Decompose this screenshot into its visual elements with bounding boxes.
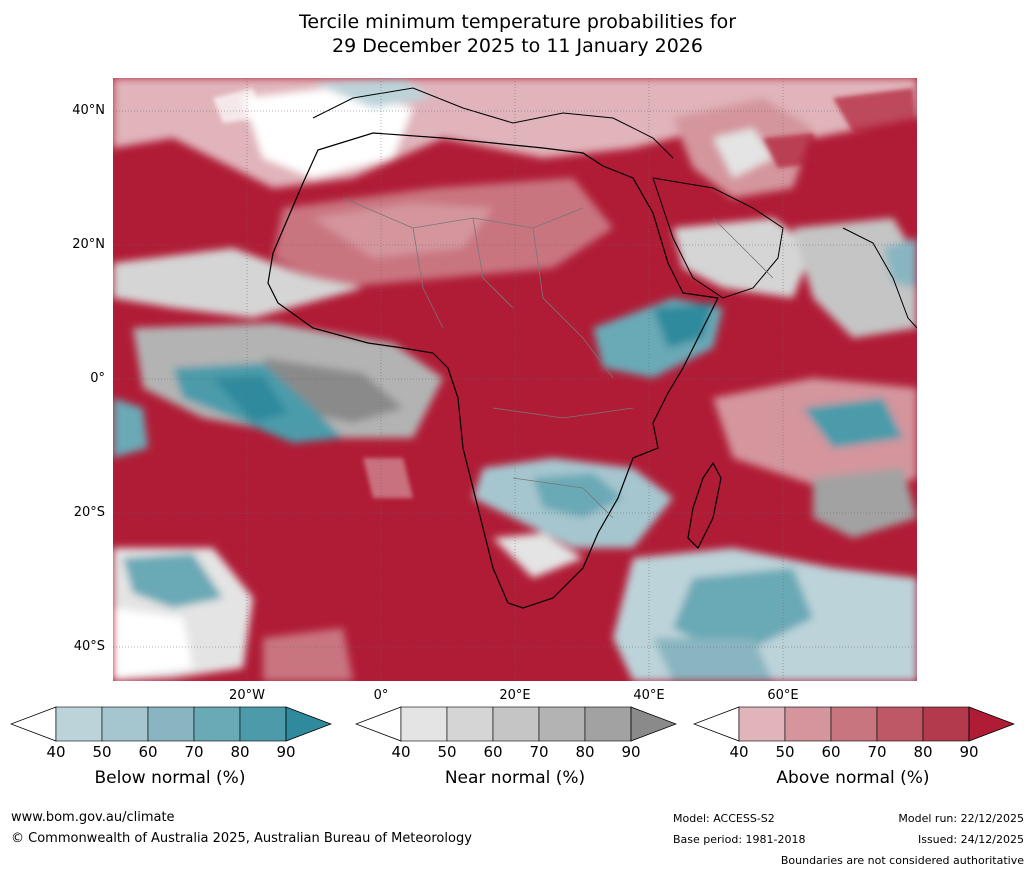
colorbar-above xyxy=(693,706,1015,742)
footer-copyright: © Commonwealth of Australia 2025, Austra… xyxy=(11,831,472,846)
lon-label-0: 0° xyxy=(373,688,389,703)
footer-issued: Issued: 24/12/2025 xyxy=(917,833,1024,846)
colorbar-above-title: Above normal (%) xyxy=(776,768,930,788)
colorbar-below-title: Below normal (%) xyxy=(94,768,246,788)
europe-coastline xyxy=(312,87,674,159)
colorbar-near-low-extension xyxy=(355,706,402,742)
colorbar-below-tick: 90 xyxy=(276,743,296,761)
map-title: Tercile minimum temperature probabilitie… xyxy=(0,10,1035,58)
map-title-line2: 29 December 2025 to 11 January 2026 xyxy=(332,35,703,57)
colorbar-above-tick: 50 xyxy=(775,743,795,761)
colorbar-below-tick: 60 xyxy=(138,743,158,761)
colorbar-near-segment xyxy=(538,706,586,742)
footer-disclaimer: Boundaries are not considered authoritat… xyxy=(780,854,1024,867)
colorbar-below-high-extension xyxy=(285,706,332,742)
colorbar-above-tick: 70 xyxy=(867,743,887,761)
lat-label-20n: 20°N xyxy=(72,237,105,252)
colorbar-above-tick: 90 xyxy=(959,743,979,761)
colorbar-near-segment xyxy=(492,706,540,742)
colorbar-below-tick: 70 xyxy=(184,743,204,761)
colorbar-below-tick: 50 xyxy=(92,743,112,761)
colorbar-below xyxy=(10,706,332,742)
lat-label-20s: 20°S xyxy=(73,505,105,520)
footer-base-period: Base period: 1981-2018 xyxy=(673,833,806,846)
lon-label-60e: 60°E xyxy=(767,688,799,703)
footer-model: Model: ACCESS-S2 xyxy=(673,812,775,825)
colorbar-above-tick: 80 xyxy=(913,743,933,761)
map-canvas xyxy=(113,78,917,681)
colorbar-near-title: Near normal (%) xyxy=(444,768,586,788)
colorbar-above-low-extension xyxy=(693,706,740,742)
colorbar-above-segment xyxy=(784,706,832,742)
colorbar-below-segment xyxy=(101,706,149,742)
colorbar-below-segment xyxy=(147,706,195,742)
colorbar-near-segment xyxy=(584,706,632,742)
colorbar-above-high-extension xyxy=(968,706,1015,742)
colorbar-near-high-extension xyxy=(630,706,677,742)
colorbar-above-tick: 60 xyxy=(821,743,841,761)
colorbar-above-segment xyxy=(830,706,878,742)
colorbar-near-tick: 60 xyxy=(483,743,503,761)
lat-label-40s: 40°S xyxy=(73,639,105,654)
probability-map xyxy=(113,78,917,681)
colorbar-near xyxy=(355,706,677,742)
graticule xyxy=(113,78,917,681)
africa-coastline xyxy=(267,132,719,609)
colorbar-below-segment xyxy=(55,706,103,742)
colorbar-near-tick: 70 xyxy=(529,743,549,761)
colorbar-above-segment xyxy=(738,706,786,742)
colorbar-near-tick: 80 xyxy=(575,743,595,761)
lon-label-40e: 40°E xyxy=(633,688,665,703)
lat-label-40n: 40°N xyxy=(72,103,105,118)
colorbar-near-tick: 90 xyxy=(621,743,641,761)
lon-label-20w: 20°W xyxy=(229,688,265,703)
map-title-line1: Tercile minimum temperature probabilitie… xyxy=(298,11,737,33)
lat-label-equator: 0° xyxy=(90,371,105,386)
footer-url: www.bom.gov.au/climate xyxy=(11,810,175,825)
lon-label-20e: 20°E xyxy=(499,688,531,703)
colorbar-near-segment xyxy=(446,706,494,742)
colorbar-above-segment xyxy=(876,706,924,742)
colorbar-above-tick: 40 xyxy=(729,743,749,761)
colorbar-below-segment xyxy=(239,706,287,742)
colorbar-near-tick: 40 xyxy=(391,743,411,761)
colorbar-near-tick: 50 xyxy=(437,743,457,761)
colorbar-near-segment xyxy=(400,706,448,742)
colorbar-above-segment xyxy=(922,706,970,742)
colorbar-below-low-extension xyxy=(10,706,57,742)
india-coastline xyxy=(842,227,917,329)
colorbar-below-segment xyxy=(193,706,241,742)
arabia-coastline xyxy=(652,177,784,299)
footer-model-run: Model run: 22/12/2025 xyxy=(898,812,1024,825)
country-borders xyxy=(342,197,774,519)
colorbar-below-tick: 40 xyxy=(46,743,66,761)
colorbar-below-tick: 80 xyxy=(230,743,250,761)
